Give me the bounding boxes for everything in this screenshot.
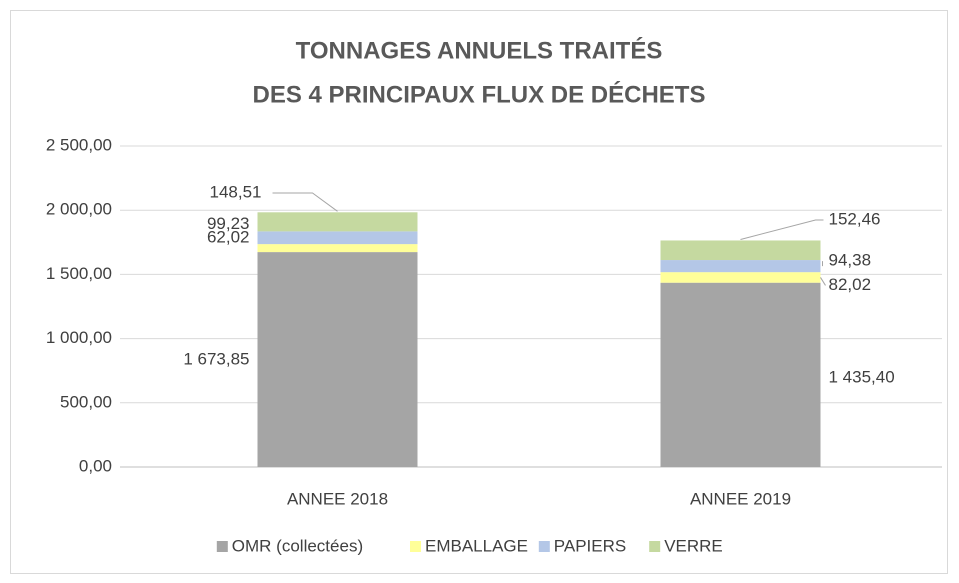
data-label: 152,46: [829, 209, 881, 228]
leader-line: [820, 277, 826, 286]
leader-line: [272, 192, 338, 212]
legend-swatch: [538, 541, 550, 552]
legend-label: PAPIERS: [554, 536, 626, 555]
legend-swatch: [410, 541, 421, 552]
data-label: 62,02: [207, 228, 250, 247]
x-tick-label: ANNEE 2018: [287, 489, 388, 508]
data-label: 99,23: [207, 214, 250, 233]
data-label: 1 673,85: [183, 349, 249, 368]
y-tick-label: 2 500,00: [46, 135, 112, 154]
bar-segment: [660, 282, 821, 467]
data-label: 94,38: [829, 251, 872, 270]
bar-segment: [257, 244, 418, 253]
x-tick-label: ANNEE 2019: [690, 489, 791, 508]
chart-title: DES 4 PRINCIPAUX FLUX DE DÉCHETS: [253, 80, 706, 108]
bar-segment: [257, 252, 418, 467]
data-label: 82,02: [829, 275, 872, 294]
y-tick-label: 0,00: [79, 456, 112, 475]
data-label: 148,51: [210, 182, 262, 201]
legend-label: OMR (collectées): [232, 536, 363, 555]
legend-swatch: [649, 541, 661, 552]
data-label: 1 435,40: [829, 367, 895, 386]
bar-segment: [660, 240, 821, 261]
legend-label: EMBALLAGE: [425, 536, 528, 555]
bar-segment: [660, 260, 821, 273]
y-tick-label: 1 500,00: [46, 264, 112, 283]
chart-title: TONNAGES ANNUELS TRAITÉS: [296, 36, 663, 64]
legend-swatch: [216, 541, 228, 552]
bar-segment: [257, 231, 418, 245]
bar-segment: [660, 272, 821, 283]
y-tick-label: 1 000,00: [46, 328, 112, 347]
y-tick-label: 500,00: [60, 392, 112, 411]
legend-label: VERRE: [664, 536, 723, 555]
leader-line: [740, 219, 824, 240]
bar-segment: [257, 212, 418, 232]
y-tick-label: 2 000,00: [46, 200, 112, 219]
